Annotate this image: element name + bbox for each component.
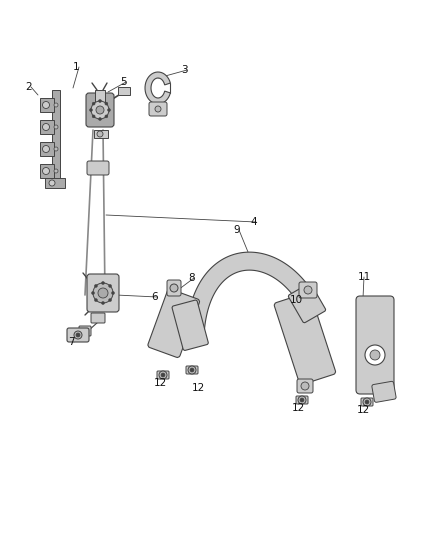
Circle shape	[112, 292, 114, 295]
Circle shape	[95, 285, 97, 287]
Circle shape	[159, 371, 167, 379]
Circle shape	[99, 117, 102, 120]
Circle shape	[298, 396, 306, 404]
FancyBboxPatch shape	[296, 396, 308, 404]
FancyBboxPatch shape	[299, 282, 317, 298]
Circle shape	[42, 124, 49, 131]
Text: 3: 3	[181, 65, 187, 75]
FancyBboxPatch shape	[79, 326, 91, 336]
FancyBboxPatch shape	[361, 398, 373, 406]
Polygon shape	[145, 72, 170, 104]
Circle shape	[74, 331, 82, 339]
Circle shape	[91, 101, 109, 119]
Bar	[40, 142, 54, 156]
FancyBboxPatch shape	[274, 293, 336, 384]
Circle shape	[54, 125, 58, 129]
Circle shape	[42, 146, 49, 152]
Bar	[52, 90, 60, 185]
Text: 12: 12	[192, 383, 205, 393]
Circle shape	[370, 350, 380, 360]
Circle shape	[42, 167, 49, 174]
Circle shape	[98, 288, 108, 298]
Circle shape	[54, 147, 58, 151]
FancyBboxPatch shape	[149, 102, 167, 116]
FancyBboxPatch shape	[297, 379, 313, 393]
Circle shape	[54, 169, 58, 173]
Circle shape	[92, 102, 95, 105]
FancyBboxPatch shape	[372, 381, 396, 402]
FancyBboxPatch shape	[67, 328, 89, 342]
Text: 8: 8	[188, 273, 194, 283]
Bar	[118, 87, 130, 95]
Circle shape	[76, 333, 80, 337]
Circle shape	[170, 284, 178, 292]
Text: 4: 4	[250, 217, 257, 227]
Bar	[94, 130, 108, 138]
Polygon shape	[186, 252, 318, 336]
Circle shape	[92, 292, 95, 295]
FancyBboxPatch shape	[186, 366, 198, 374]
Text: 6: 6	[151, 292, 158, 302]
Circle shape	[54, 103, 58, 107]
FancyBboxPatch shape	[356, 296, 394, 394]
Circle shape	[105, 102, 108, 105]
Circle shape	[304, 286, 312, 294]
Circle shape	[99, 100, 102, 102]
Circle shape	[107, 109, 110, 111]
Circle shape	[97, 131, 103, 137]
Circle shape	[92, 115, 95, 118]
Circle shape	[301, 382, 309, 390]
FancyBboxPatch shape	[172, 300, 208, 350]
FancyBboxPatch shape	[87, 274, 119, 312]
Circle shape	[109, 298, 112, 302]
Text: 10: 10	[290, 295, 303, 305]
Circle shape	[365, 400, 369, 404]
FancyBboxPatch shape	[87, 161, 109, 175]
Circle shape	[188, 366, 196, 374]
Circle shape	[93, 283, 113, 303]
Text: 12: 12	[292, 403, 305, 413]
FancyBboxPatch shape	[157, 371, 169, 379]
Bar	[95, 90, 105, 102]
Bar	[40, 164, 54, 178]
Bar	[45, 178, 65, 188]
FancyBboxPatch shape	[86, 93, 114, 127]
Circle shape	[42, 101, 49, 109]
Text: 7: 7	[68, 337, 74, 347]
Text: 2: 2	[25, 82, 32, 92]
Circle shape	[109, 285, 112, 287]
FancyBboxPatch shape	[288, 283, 325, 322]
Circle shape	[105, 115, 108, 118]
Bar	[40, 98, 54, 112]
Circle shape	[155, 106, 161, 112]
Text: 1: 1	[73, 62, 80, 72]
Circle shape	[96, 106, 104, 114]
Text: 12: 12	[357, 405, 370, 415]
FancyBboxPatch shape	[91, 313, 105, 323]
FancyBboxPatch shape	[167, 280, 181, 296]
Circle shape	[49, 180, 55, 186]
Text: 11: 11	[358, 272, 371, 282]
FancyBboxPatch shape	[148, 289, 200, 358]
Circle shape	[102, 281, 105, 285]
Circle shape	[300, 398, 304, 402]
Text: 5: 5	[120, 77, 127, 87]
Circle shape	[102, 302, 105, 304]
Circle shape	[365, 345, 385, 365]
Circle shape	[89, 109, 92, 111]
Circle shape	[161, 373, 165, 377]
Bar	[40, 120, 54, 134]
Text: 9: 9	[233, 225, 240, 235]
Text: 12: 12	[154, 378, 167, 388]
Circle shape	[190, 368, 194, 372]
Circle shape	[95, 298, 97, 302]
Circle shape	[363, 398, 371, 406]
